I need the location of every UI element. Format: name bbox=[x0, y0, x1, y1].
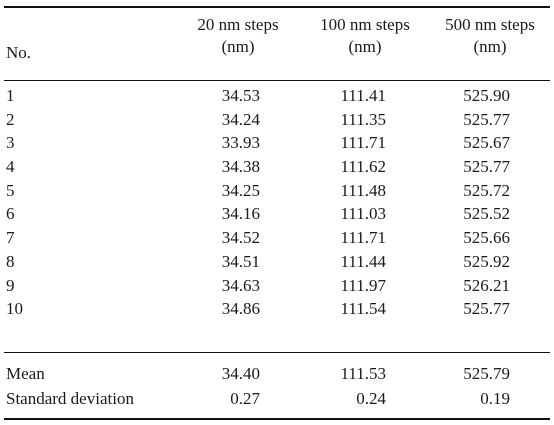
value-20nm: 34.63 bbox=[221, 275, 260, 295]
value-500nm: 525.72 bbox=[463, 180, 510, 200]
std-100nm: 0.24 bbox=[356, 389, 386, 408]
value-20nm: 34.38 bbox=[221, 157, 260, 177]
summary-section: Mean 34.40 111.53 525.79 Standard deviat… bbox=[0, 364, 554, 414]
std-500nm: 0.19 bbox=[480, 389, 510, 408]
header-20nm: 20 nm steps (nm) bbox=[176, 14, 300, 58]
value-20nm: 34.51 bbox=[221, 251, 260, 271]
value-100nm: 111.71 bbox=[340, 133, 387, 153]
header-100nm-title: 100 nm steps bbox=[320, 15, 410, 34]
table-row: 8 34.51 111.44 525.92 bbox=[0, 252, 554, 276]
value-100nm: 111.97 bbox=[340, 275, 387, 295]
value-500nm: 525.77 bbox=[463, 109, 510, 129]
row-number: 2 bbox=[6, 109, 15, 129]
row-number: 1 bbox=[6, 86, 15, 105]
value-500nm: 525.77 bbox=[463, 157, 510, 177]
value-500nm: 525.77 bbox=[463, 299, 510, 319]
table-row: 7 34.52 111.71 525.66 bbox=[0, 228, 554, 252]
table-row: 10 34.86 111.54 525.77 bbox=[0, 299, 554, 323]
row-number: 5 bbox=[6, 180, 15, 200]
value-100nm: 111.44 bbox=[340, 251, 387, 271]
mean-20nm: 34.40 bbox=[221, 364, 260, 383]
value-500nm: 525.67 bbox=[463, 133, 510, 153]
row-number: 9 bbox=[6, 275, 15, 295]
value-500nm: 525.66 bbox=[463, 228, 510, 248]
value-20nm: 33.93 bbox=[221, 133, 260, 153]
row-number: 10 bbox=[6, 299, 23, 319]
value-500nm: 525.90 bbox=[463, 86, 510, 105]
mean-100nm: 111.53 bbox=[340, 364, 387, 383]
mean-500nm: 525.79 bbox=[463, 364, 510, 383]
header-20nm-unit: (nm) bbox=[221, 37, 255, 56]
header-500nm: 500 nm steps (nm) bbox=[428, 14, 552, 58]
summary-row-mean: Mean 34.40 111.53 525.79 bbox=[0, 364, 554, 389]
header-100nm-unit: (nm) bbox=[348, 37, 382, 56]
table-row: 4 34.38 111.62 525.77 bbox=[0, 157, 554, 181]
table-row: 1 34.53 111.41 525.90 bbox=[0, 86, 554, 110]
table-row: 9 34.63 111.97 526.21 bbox=[0, 276, 554, 300]
table-row: 2 34.24 111.35 525.77 bbox=[0, 110, 554, 134]
value-100nm: 111.71 bbox=[340, 228, 387, 248]
header-20nm-title: 20 nm steps bbox=[197, 15, 279, 34]
value-100nm: 111.54 bbox=[340, 299, 387, 319]
summary-rule bbox=[4, 352, 550, 353]
header-no: No. bbox=[6, 43, 32, 62]
value-20nm: 34.52 bbox=[221, 228, 260, 248]
table-row: 6 34.16 111.03 525.52 bbox=[0, 204, 554, 228]
row-number: 4 bbox=[6, 157, 15, 177]
header-rule bbox=[4, 80, 550, 81]
row-number: 6 bbox=[6, 204, 15, 224]
value-20nm: 34.16 bbox=[221, 204, 260, 224]
top-rule bbox=[4, 6, 550, 8]
value-100nm: 111.35 bbox=[340, 109, 387, 129]
table-row: 3 33.93 111.71 525.67 bbox=[0, 133, 554, 157]
header-500nm-title: 500 nm steps bbox=[445, 15, 535, 34]
value-20nm: 34.53 bbox=[221, 86, 260, 105]
row-number: 7 bbox=[6, 228, 15, 248]
summary-row-std: Standard deviation 0.27 0.24 0.19 bbox=[0, 389, 554, 414]
value-100nm: 111.03 bbox=[340, 204, 387, 224]
row-number: 3 bbox=[6, 133, 15, 153]
table-body: 1 34.53 111.41 525.90 2 34.24 111.35 525… bbox=[0, 86, 554, 323]
table-header: No. 20 nm steps (nm) 100 nm steps (nm) 5… bbox=[0, 12, 554, 76]
bottom-rule bbox=[4, 418, 550, 420]
table-row: 5 34.25 111.48 525.72 bbox=[0, 181, 554, 205]
value-20nm: 34.86 bbox=[221, 299, 260, 319]
value-500nm: 526.21 bbox=[463, 275, 510, 295]
value-500nm: 525.52 bbox=[463, 204, 510, 224]
summary-label: Mean bbox=[6, 364, 45, 383]
summary-label: Standard deviation bbox=[6, 389, 134, 408]
value-500nm: 525.92 bbox=[463, 251, 510, 271]
value-20nm: 34.25 bbox=[221, 180, 260, 200]
header-100nm: 100 nm steps (nm) bbox=[302, 14, 428, 58]
value-20nm: 34.24 bbox=[221, 109, 260, 129]
row-number: 8 bbox=[6, 251, 15, 271]
header-500nm-unit: (nm) bbox=[473, 37, 507, 56]
value-100nm: 111.41 bbox=[340, 86, 387, 105]
value-100nm: 111.62 bbox=[340, 157, 387, 177]
value-100nm: 111.48 bbox=[340, 180, 387, 200]
std-20nm: 0.27 bbox=[230, 389, 260, 408]
